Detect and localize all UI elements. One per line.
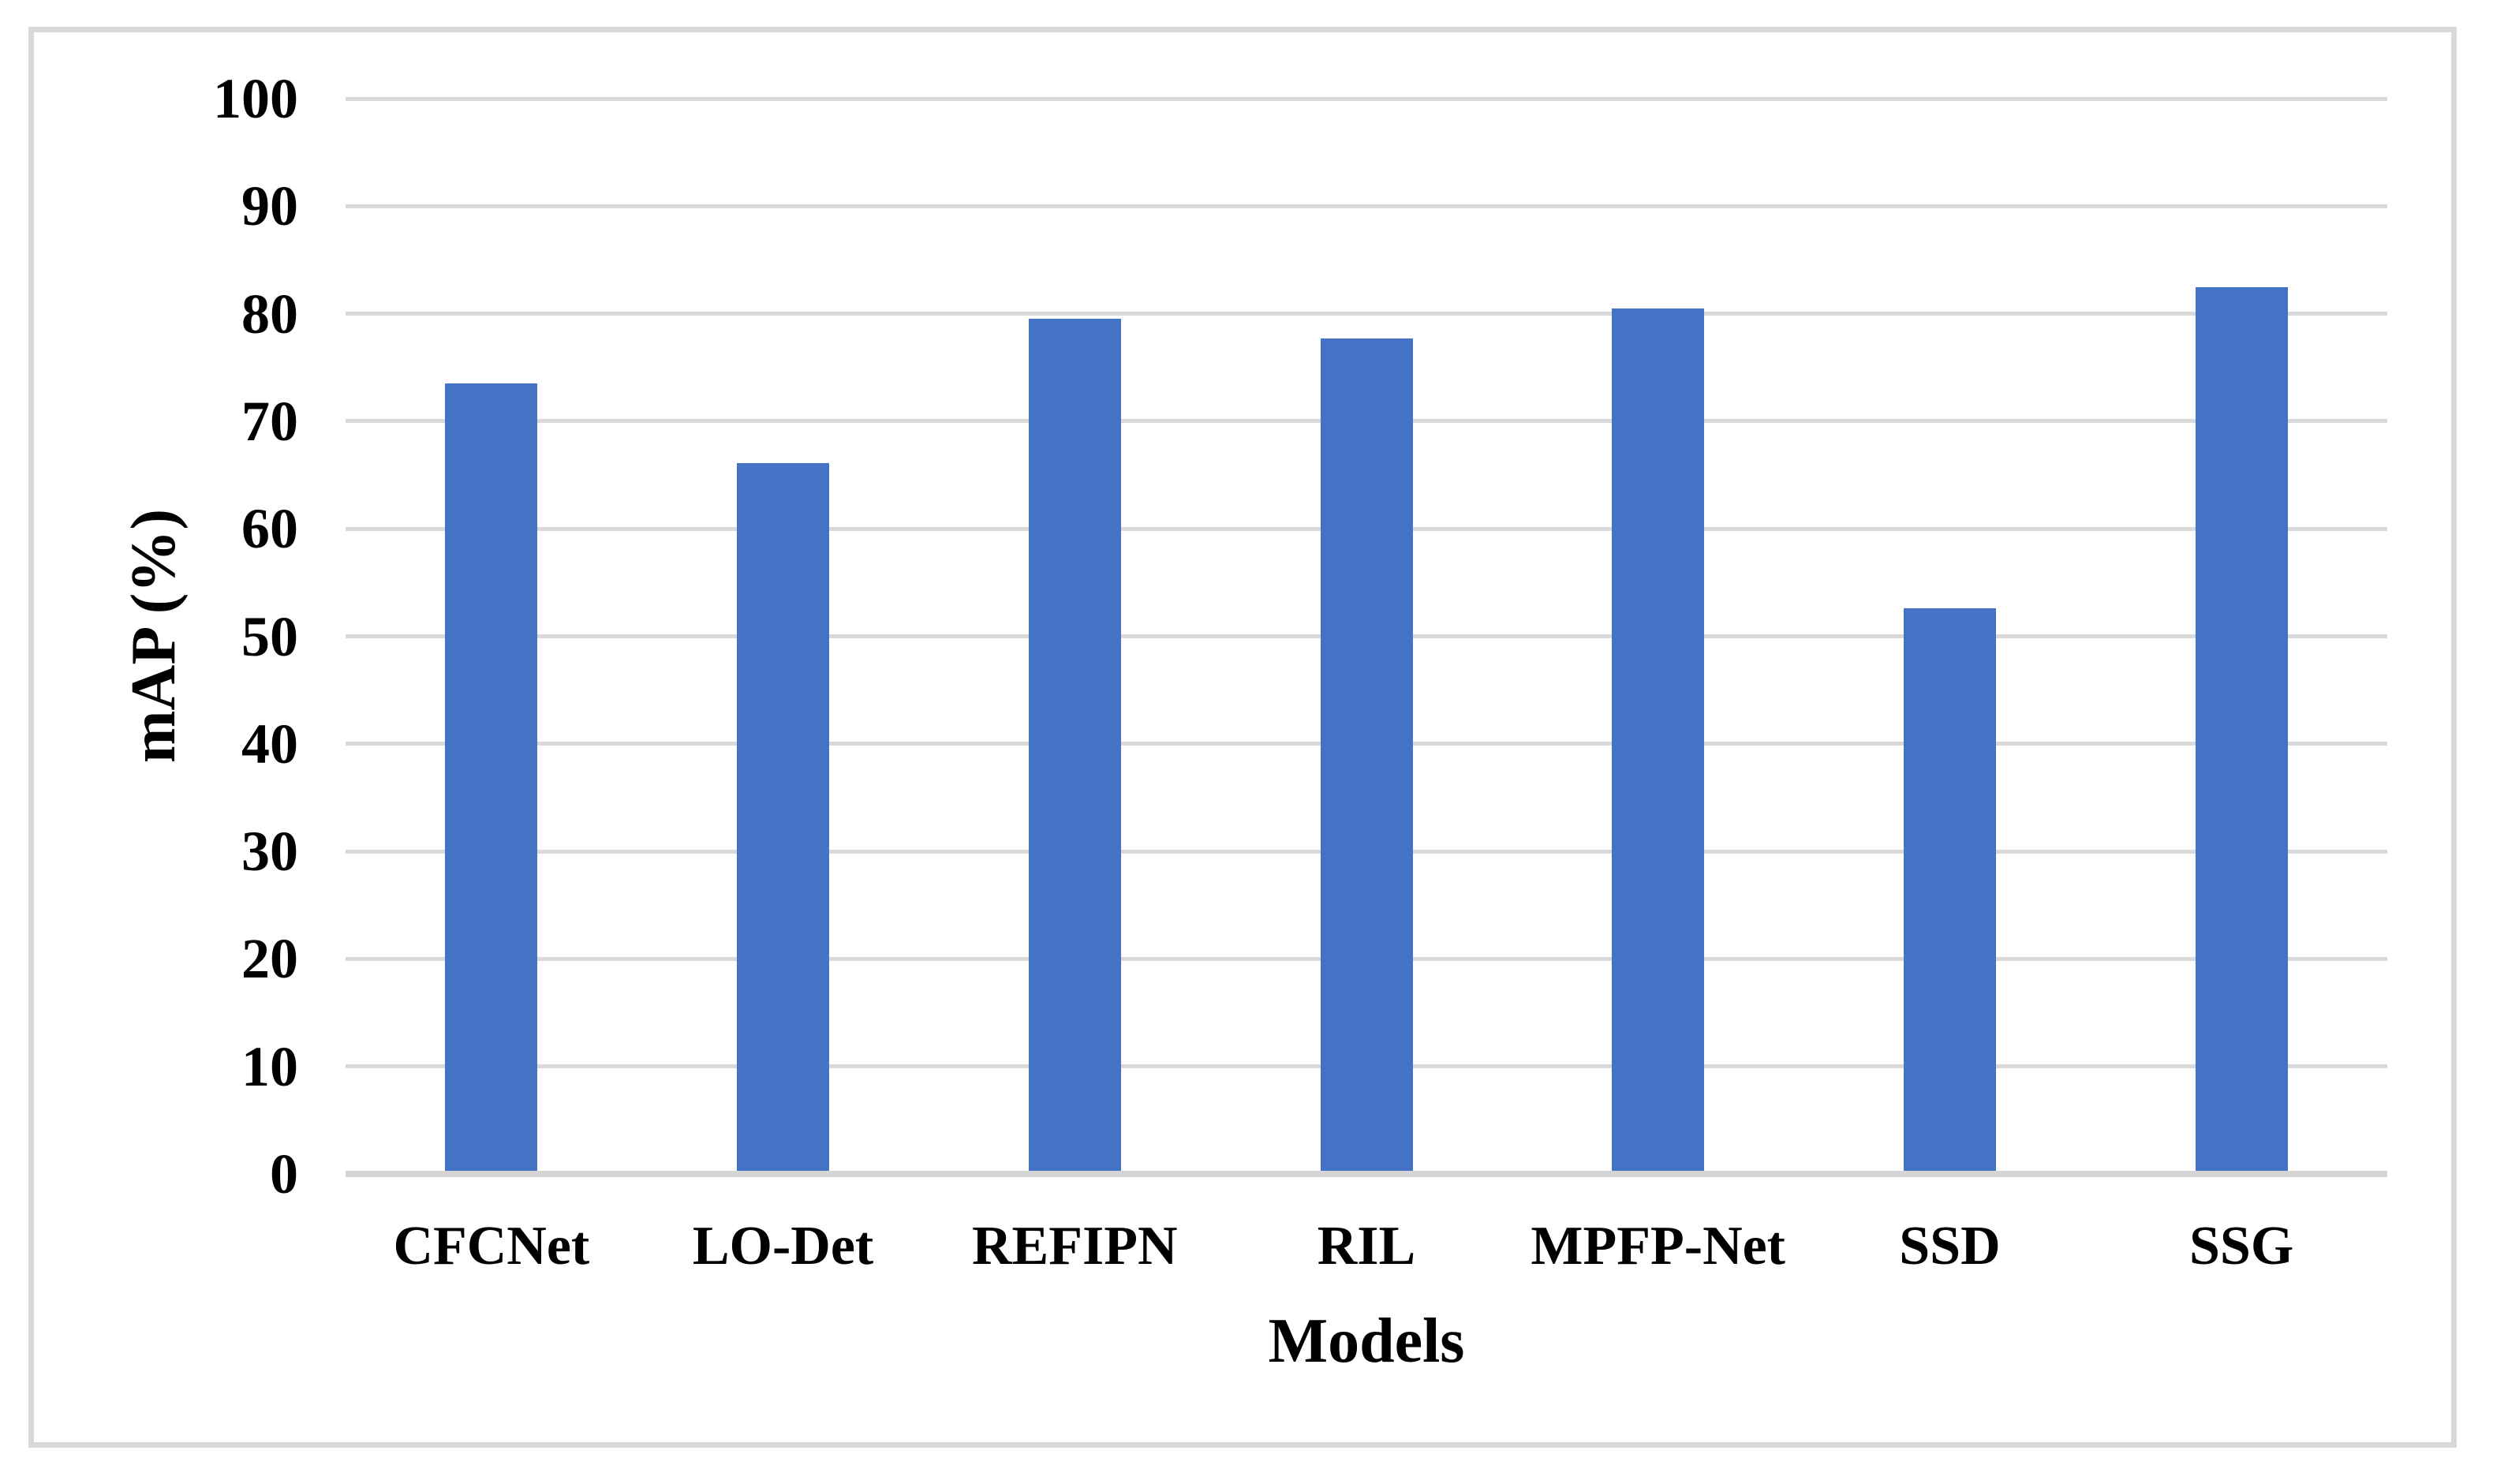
x-tick-label-LO-Det: LO-Det [692,1216,874,1277]
y-tick-label-100: 100 [213,67,298,130]
y-tick-label-50: 50 [241,604,298,668]
figure-border [28,27,2457,1448]
bar-CFCNet [445,383,538,1171]
x-tick-label-SSG: SSG [2188,1216,2294,1277]
x-tick-label-CFCNet: CFCNet [393,1216,590,1277]
y-tick-label-80: 80 [241,282,298,346]
bar-SSG [2195,286,2288,1171]
x-tick-label-MPFP-Net: MPFP-Net [1531,1216,1785,1277]
bar-SSD [1903,608,1996,1171]
y-tick-label-70: 70 [241,389,298,453]
x-tick-label-REFIPN: REFIPN [972,1216,1178,1277]
gridline-100 [346,96,2387,101]
x-tick-label-RIL: RIL [1317,1216,1416,1277]
y-tick-label-30: 30 [241,820,298,884]
bar-REFIPN [1028,319,1121,1171]
y-tick-label-20: 20 [241,927,298,991]
x-axis-line [346,1171,2387,1177]
y-tick-label-10: 10 [241,1034,298,1098]
gridline-90 [346,204,2387,208]
x-axis-title: Models [1268,1306,1465,1376]
y-tick-label-60: 60 [241,497,298,561]
y-tick-label-90: 90 [241,174,298,238]
plot-area [346,96,2387,1177]
bar-RIL [1320,338,1413,1171]
y-tick-label-0: 0 [270,1142,298,1206]
gridline-80 [346,312,2387,316]
bar-MPFP-Net [1612,308,1705,1171]
x-tick-label-SSD: SSD [1899,1216,2001,1277]
bar-LO-Det [737,463,830,1171]
y-tick-label-40: 40 [241,712,298,776]
